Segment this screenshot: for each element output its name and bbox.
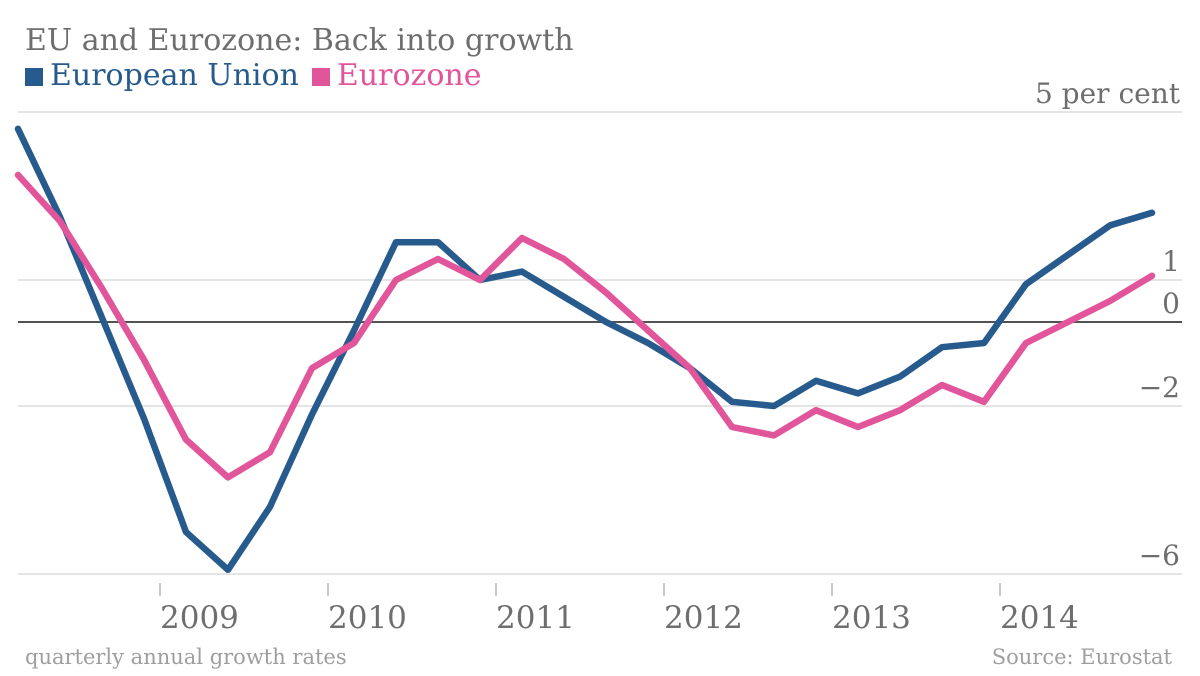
- eu-legend-swatch-icon: [25, 67, 43, 86]
- y-axis-label: −2: [1139, 371, 1180, 404]
- x-axis-label: 2012: [664, 600, 743, 636]
- y-axis-label: 1: [1162, 245, 1180, 278]
- y-axis-label: 5 per cent: [1035, 77, 1181, 110]
- legend-label-european-union: European Union: [50, 58, 299, 93]
- source-note: Source: Eurostat: [991, 645, 1172, 669]
- legend: European Union Eurozone: [25, 59, 494, 92]
- y-axis-label: −6: [1139, 539, 1180, 572]
- eu-line-series: [14, 125, 1156, 574]
- chart-title: EU and Eurozone: Back into growth: [25, 23, 574, 58]
- x-axis-label: 2014: [1000, 600, 1079, 636]
- axis-note: quarterly annual growth rates: [25, 645, 347, 669]
- x-axis-label: 2011: [496, 600, 575, 636]
- legend-item-eurozone: Eurozone: [311, 58, 482, 93]
- x-axis-label: 2010: [328, 600, 407, 636]
- x-axis-label: 2013: [832, 600, 911, 636]
- x-axis-label: 2009: [160, 600, 239, 636]
- eurozone-line-series: [14, 171, 1156, 481]
- legend-item-european-union: European Union: [25, 59, 299, 92]
- eurozone-legend-swatch-icon: [311, 67, 330, 86]
- legend-label-eurozone: Eurozone: [336, 58, 482, 93]
- y-axis-label: 0: [1162, 287, 1180, 320]
